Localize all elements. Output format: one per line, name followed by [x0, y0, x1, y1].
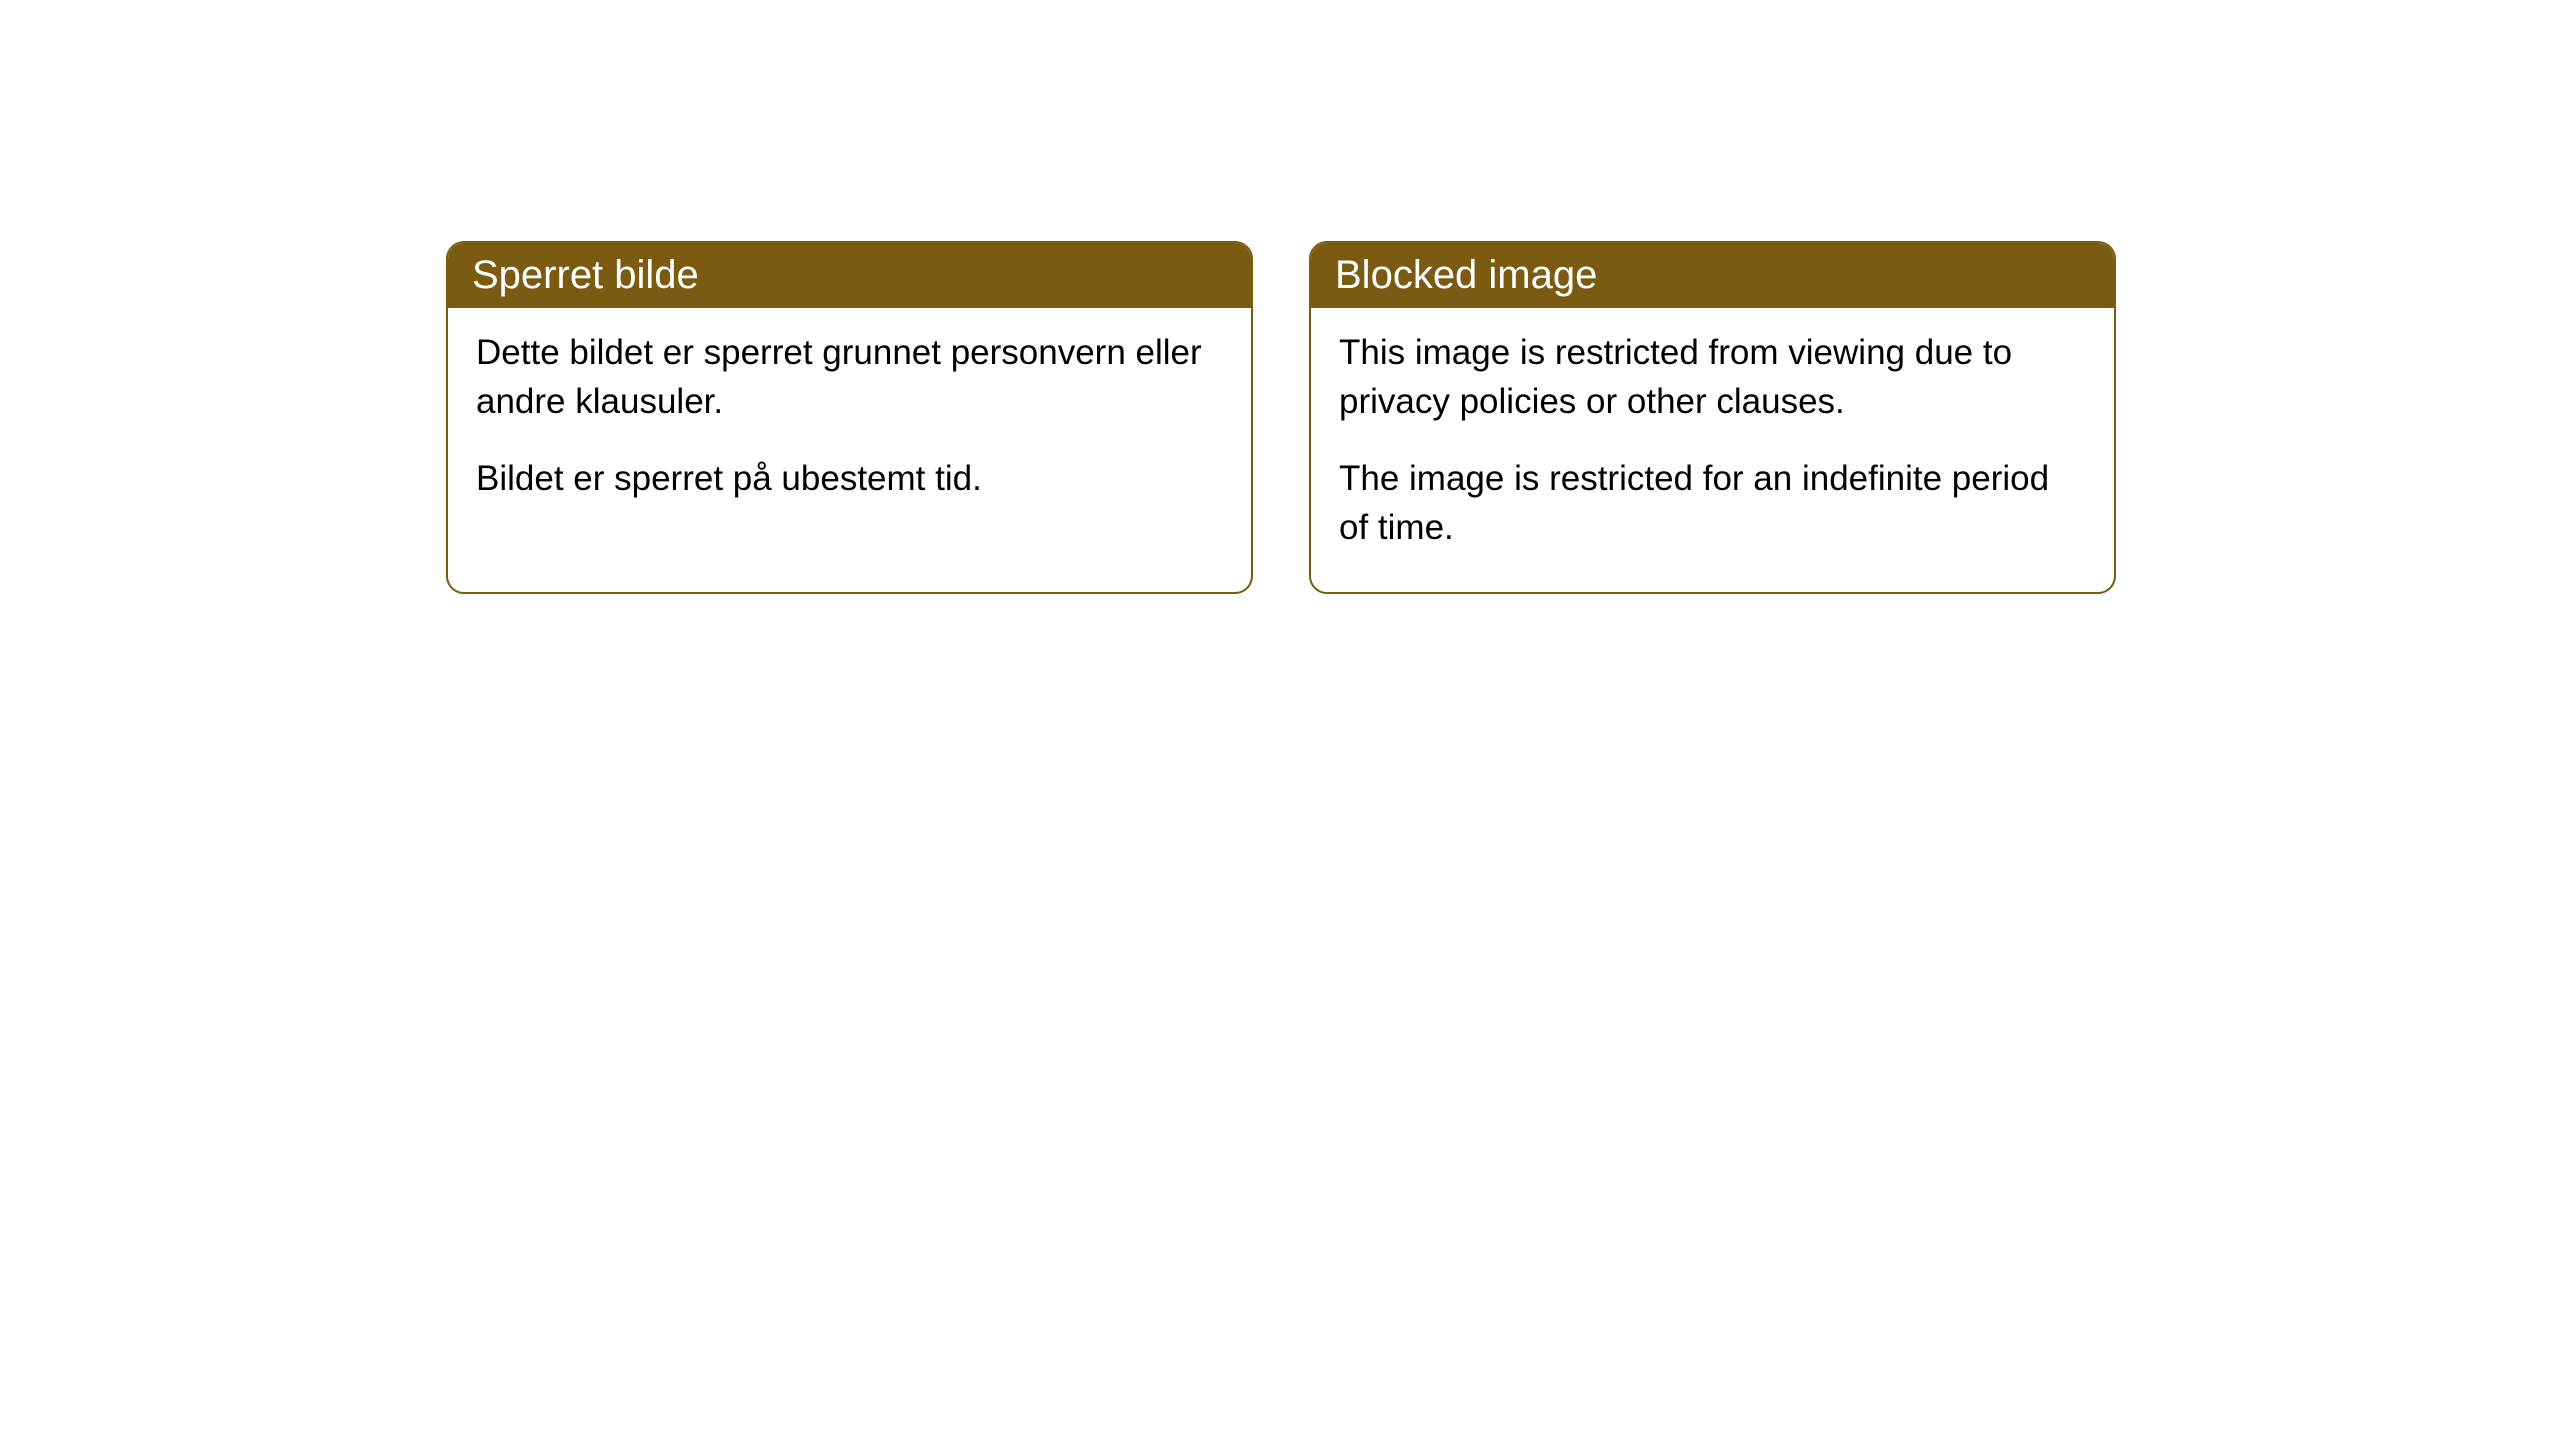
card-body-norwegian: Dette bildet er sperret grunnet personve…: [448, 308, 1251, 592]
card-english: Blocked image This image is restricted f…: [1309, 241, 2116, 594]
card-header-english: Blocked image: [1311, 243, 2114, 308]
card-body-english: This image is restricted from viewing du…: [1311, 308, 2114, 592]
card-norwegian: Sperret bilde Dette bildet er sperret gr…: [446, 241, 1253, 594]
cards-container: Sperret bilde Dette bildet er sperret gr…: [446, 241, 2116, 594]
card-header-norwegian: Sperret bilde: [448, 243, 1251, 308]
card-paragraph: This image is restricted from viewing du…: [1339, 328, 2086, 426]
card-paragraph: Bildet er sperret på ubestemt tid.: [476, 454, 1223, 503]
card-paragraph: The image is restricted for an indefinit…: [1339, 454, 2086, 552]
card-paragraph: Dette bildet er sperret grunnet personve…: [476, 328, 1223, 426]
